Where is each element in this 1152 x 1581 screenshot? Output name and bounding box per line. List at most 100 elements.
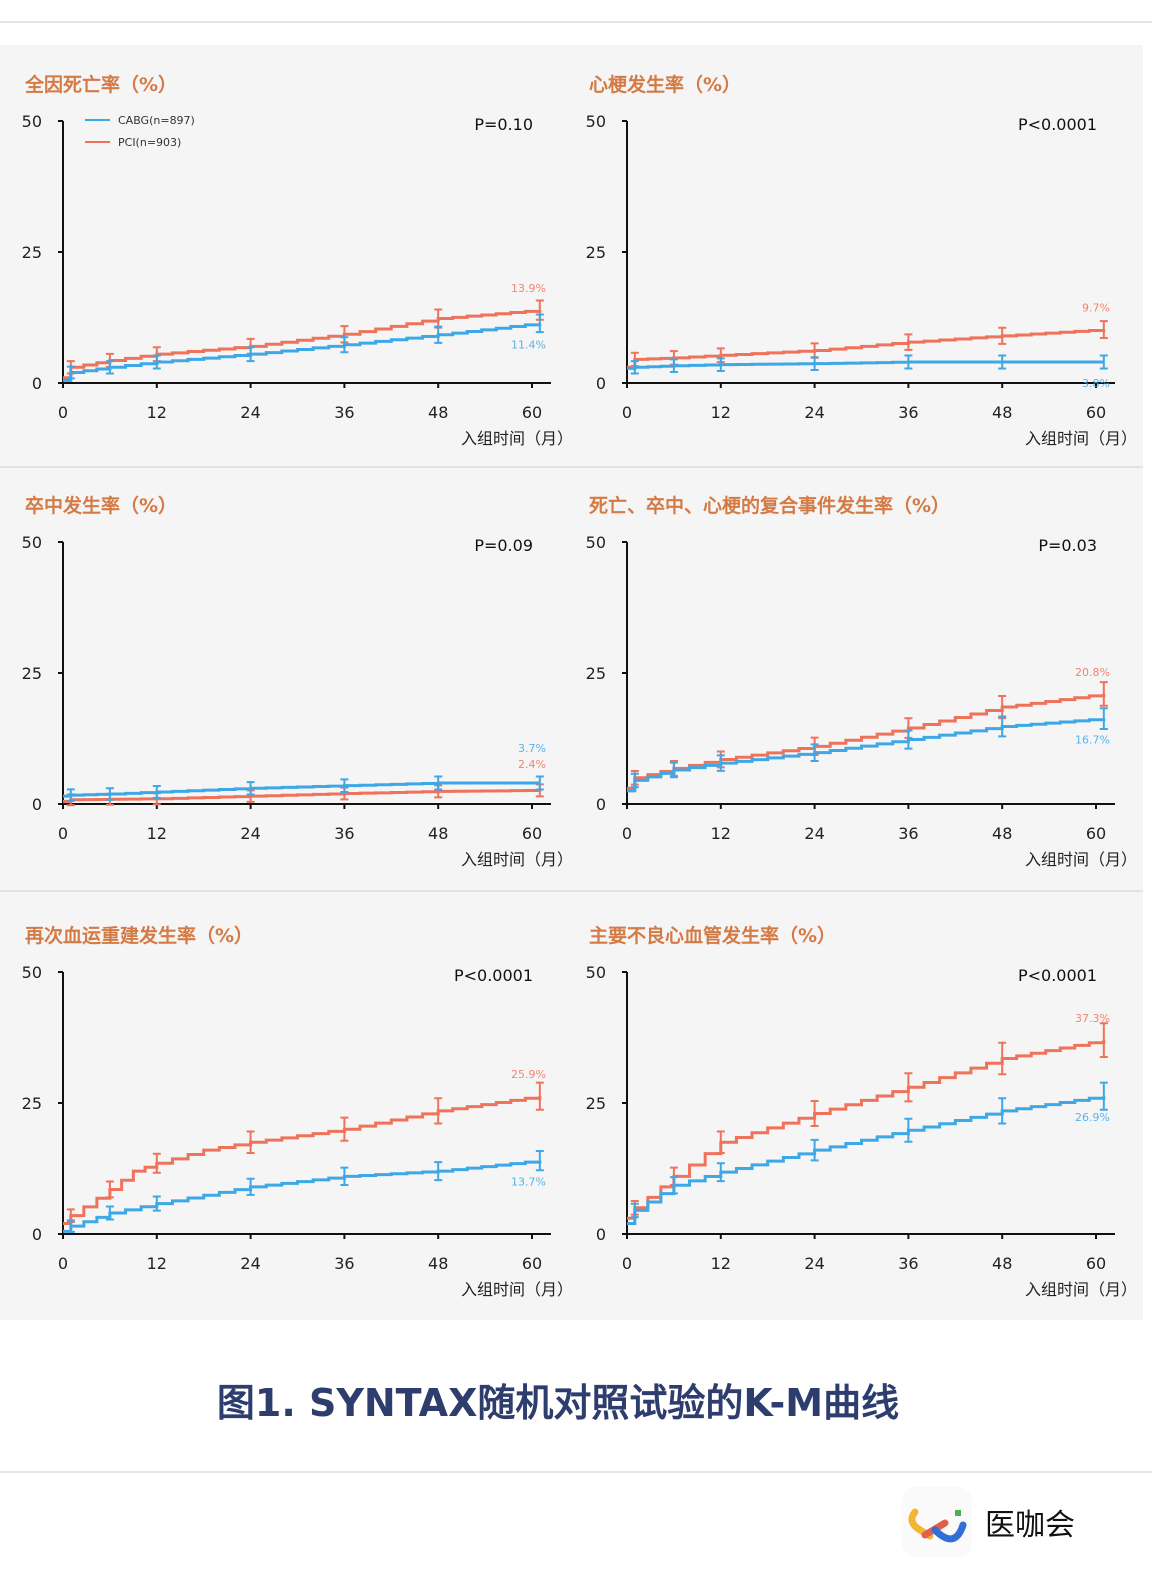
error-bar [998, 326, 1007, 345]
y-tick-label: 25 [586, 664, 606, 683]
error-bar [1099, 354, 1108, 370]
error-bar [1099, 320, 1108, 339]
x-tick-label: 60 [522, 824, 542, 843]
km-curve-pci [627, 693, 1106, 790]
x-tick-label: 0 [58, 403, 68, 422]
y-tick-label: 25 [22, 664, 42, 683]
error-bar [716, 754, 725, 772]
error-bar [810, 1100, 819, 1127]
km-curve-pci [63, 309, 542, 380]
error-bar [246, 1130, 255, 1155]
x-axis-label: 入组时间（月） [1025, 429, 1137, 448]
km-curve-pci [63, 1096, 542, 1226]
x-tick-label: 36 [334, 403, 354, 422]
x-axis-label: 入组时间（月） [1025, 1280, 1137, 1299]
end-label-cabg: 16.7% [1075, 734, 1110, 747]
x-tick-label: 48 [992, 824, 1012, 843]
error-bar [669, 358, 678, 373]
end-label-pci: 20.8% [1075, 666, 1110, 679]
km-curve-pci [627, 328, 1106, 369]
y-tick-label: 25 [586, 1094, 606, 1113]
x-tick-label: 48 [428, 403, 448, 422]
error-bar [105, 1205, 114, 1221]
error-bar [998, 715, 1007, 738]
x-tick-label: 24 [804, 824, 824, 843]
y-tick-label: 0 [596, 374, 606, 393]
chart-panel: 死亡、卒中、心梗的复合事件发生率（%） 0 25 50 0 12 24 36 48 60 入组时间（… [586, 494, 1137, 869]
error-bar [434, 775, 443, 791]
error-bar [434, 1161, 443, 1182]
panel-background [0, 45, 1143, 1320]
error-bar [810, 356, 819, 372]
x-tick-label: 24 [240, 1254, 260, 1273]
error-bar [105, 360, 114, 375]
chart-panel: 卒中发生率（%） 0 25 50 0 12 24 36 48 60 入组时间（月） P=0.09 2.4… [22, 494, 573, 869]
error-bar [716, 1162, 725, 1183]
end-label-pci: 25.9% [511, 1068, 546, 1081]
x-tick-label: 24 [804, 403, 824, 422]
error-bar [340, 1116, 349, 1142]
error-bar [998, 354, 1007, 370]
y-tick-label: 0 [596, 795, 606, 814]
x-tick-label: 0 [58, 824, 68, 843]
x-tick-label: 60 [1086, 824, 1106, 843]
error-bar [669, 761, 678, 779]
x-tick-label: 36 [898, 403, 918, 422]
x-tick-label: 12 [711, 403, 731, 422]
error-bar [340, 336, 349, 354]
x-tick-label: 48 [992, 403, 1012, 422]
y-tick-label: 25 [586, 243, 606, 262]
error-bar [66, 1219, 75, 1233]
chart-title: 卒中发生率（%） [25, 494, 177, 517]
error-bar [669, 1176, 678, 1195]
end-label-cabg: 26.9% [1075, 1111, 1110, 1124]
km-curve-pci [63, 789, 542, 803]
error-bar [434, 1097, 443, 1125]
error-bar [105, 1180, 114, 1199]
chart-title: 死亡、卒中、心梗的复合事件发生率（%） [589, 494, 950, 517]
error-bar [998, 1097, 1007, 1125]
y-tick-label: 25 [22, 1094, 42, 1113]
chart-panel: 全因死亡率（%） 0 25 50 0 12 24 36 48 60 入组时间（月） P=0.10 13.… [22, 73, 573, 448]
x-tick-label: 12 [147, 824, 167, 843]
x-tick-label: 48 [992, 1254, 1012, 1273]
chart-title: 主要不良心血管发生率（%） [589, 924, 836, 947]
error-bar [904, 729, 913, 750]
error-bar [340, 1166, 349, 1187]
error-bar [152, 1195, 161, 1212]
x-tick-label: 60 [1086, 1254, 1106, 1273]
error-bar [1099, 1022, 1108, 1058]
figure-title: 图1. SYNTAX随机对照试验的K-M曲线 [216, 1381, 900, 1425]
y-tick-label: 50 [22, 533, 42, 552]
error-bar [535, 1081, 544, 1111]
x-tick-label: 36 [334, 1254, 354, 1273]
x-tick-label: 48 [428, 824, 448, 843]
end-label-cabg: 13.7% [511, 1176, 546, 1189]
km-curve-cabg [63, 323, 542, 382]
p-value: P<0.0001 [1018, 115, 1097, 134]
km-curve-cabg [627, 718, 1106, 793]
error-bar [904, 333, 913, 351]
error-bar [246, 346, 255, 363]
chart-panel: 再次血运重建发生率（%） 0 25 50 0 12 24 36 48 60 入组时间（月） P<0.0… [22, 924, 573, 1299]
error-bar [535, 1150, 544, 1172]
x-tick-label: 12 [147, 1254, 167, 1273]
end-label-pci: 13.9% [511, 282, 546, 295]
chart-title: 心梗发生率（%） [589, 73, 741, 96]
y-tick-label: 50 [586, 112, 606, 131]
x-tick-label: 24 [240, 824, 260, 843]
end-label-cabg: 3.7% [518, 742, 546, 755]
error-bar [630, 360, 639, 375]
error-bar [1099, 1081, 1108, 1111]
error-bar [810, 1138, 819, 1162]
error-bar [246, 781, 255, 796]
error-bar [630, 1202, 639, 1219]
km-curve-cabg [63, 781, 540, 798]
error-bar [1099, 681, 1108, 707]
end-label-pci: 2.4% [518, 758, 546, 771]
y-tick-label: 0 [596, 1225, 606, 1244]
error-bar [904, 1072, 913, 1103]
end-label-cabg: 11.4% [511, 338, 546, 351]
error-bar [152, 1152, 161, 1174]
